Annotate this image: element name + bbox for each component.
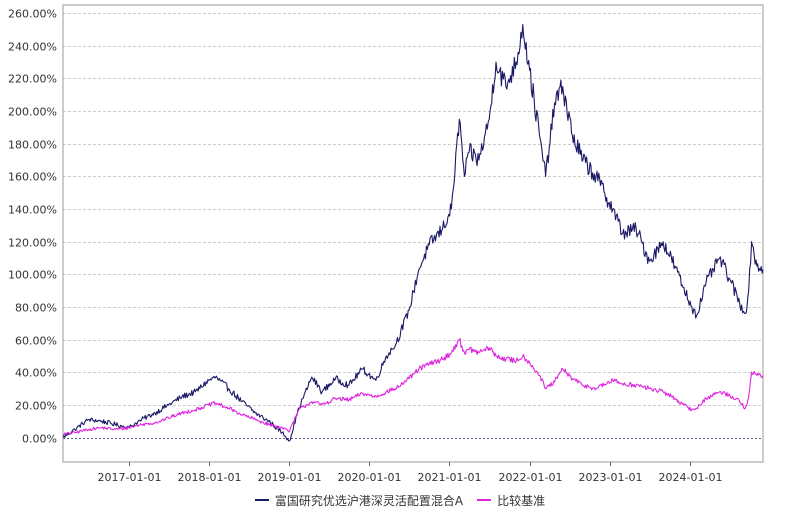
x-tick-label: 2023-01-01 [579, 471, 643, 484]
legend-swatch-fund [254, 499, 269, 501]
x-tick-label: 2019-01-01 [258, 471, 322, 484]
y-tick-label: 200.00% [8, 106, 57, 119]
x-tick-label: 2022-01-01 [499, 471, 563, 484]
legend-item-fund: 富国研究优选沪港深灵活配置混合A [254, 492, 464, 509]
y-tick-label: 120.00% [8, 237, 57, 250]
legend: 富国研究优选沪港深灵活配置混合A 比较基准 [0, 490, 800, 510]
axis-layer: 0.00% 20.00% 40.00% 60.00% 80.00% 100.00% 120.… [8, 4, 764, 484]
y-tick-label: 20.00% [15, 400, 57, 413]
y-tick-label: 80.00% [15, 302, 57, 315]
y-tick-label: 160.00% [8, 171, 57, 184]
x-tick-label: 2024-01-01 [659, 471, 723, 484]
x-tick-label: 2017-01-01 [98, 471, 162, 484]
grid-layer [63, 13, 763, 439]
plot-frame [62, 4, 764, 463]
y-tick-label: 60.00% [15, 335, 57, 348]
y-tick-label: 260.00% [8, 8, 57, 21]
y-tick-label: 40.00% [15, 367, 57, 380]
x-tick-label: 2021-01-01 [418, 471, 482, 484]
series-layer [62, 24, 764, 442]
x-tick-label: 2020-01-01 [338, 471, 402, 484]
y-tick-label: 140.00% [8, 204, 57, 217]
y-tick-label: 180.00% [8, 139, 57, 152]
legend-item-benchmark: 比较基准 [477, 492, 545, 509]
legend-label-fund: 富国研究优选沪港深灵活配置混合A [274, 493, 464, 508]
y-tick-label: 240.00% [8, 41, 57, 54]
y-tick-label: 220.00% [8, 73, 57, 86]
legend-swatch-benchmark [477, 499, 492, 501]
chart-svg: 0.00% 20.00% 40.00% 60.00% 80.00% 100.00% 120.… [8, 4, 764, 484]
series-line-benchmark [62, 338, 764, 436]
legend-label-benchmark: 比较基准 [497, 493, 546, 508]
y-tick-label: 100.00% [8, 269, 57, 282]
series-line-fund [62, 24, 764, 442]
x-tick-label: 2018-01-01 [178, 471, 242, 484]
y-tick-label: 0.00% [22, 433, 57, 446]
